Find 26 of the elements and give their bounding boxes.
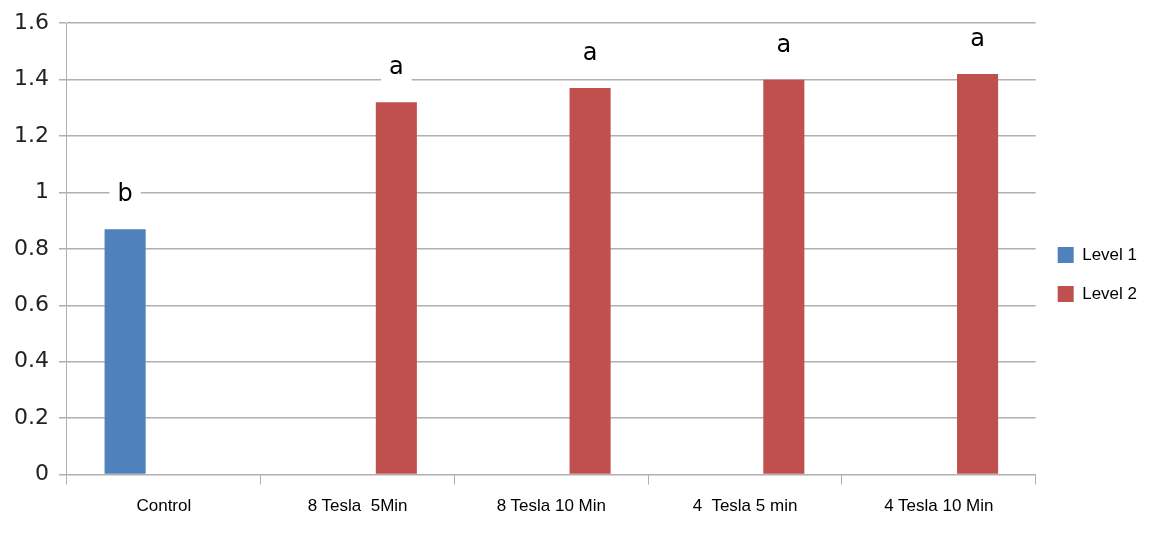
x-tick-label: 8 Tesla 5Min (307, 496, 408, 516)
annotation: a (388, 52, 404, 81)
bar (104, 229, 146, 474)
y-tick-label: 1.4 (13, 65, 49, 91)
y-tick-label: 0.4 (13, 347, 49, 373)
x-tick-label: 8 Tesla 10 Min (496, 496, 606, 516)
y-tick-label: 1.6 (13, 8, 49, 34)
y-tick-label: 0.2 (13, 403, 49, 429)
y-tick-label: 1 (34, 178, 49, 204)
bar (375, 102, 417, 474)
y-tick-label: 0 (34, 460, 49, 486)
bar (763, 79, 805, 474)
legend-label: Level 1 (1082, 244, 1138, 264)
annotation: a (776, 29, 792, 58)
y-tick-label: 0.6 (13, 291, 49, 317)
y-tick-label: 0.8 (13, 234, 49, 260)
annotation: b (117, 179, 133, 208)
bar (569, 88, 611, 474)
bar (957, 73, 999, 474)
x-tick-label: Control (136, 496, 192, 516)
x-tick-label: 4 Tesla 5 min (692, 496, 798, 516)
y-tick-label: 1.2 (13, 121, 49, 147)
annotation: a (582, 38, 598, 67)
annotation: a (970, 24, 985, 53)
legend-label: Level 2 (1082, 283, 1138, 303)
x-tick-label: 4 Tesla 10 Min (884, 496, 994, 516)
